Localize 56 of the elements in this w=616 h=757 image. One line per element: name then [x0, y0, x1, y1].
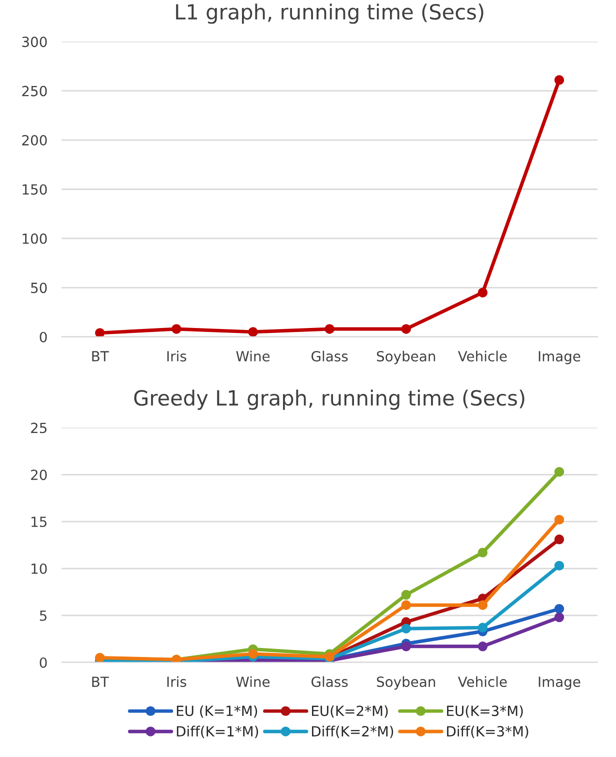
point: [478, 642, 488, 652]
y-tick-label: 5: [40, 610, 46, 621]
x-tick-label: Vehicle: [458, 350, 507, 362]
y-tick-label: 50: [31, 282, 47, 294]
x-tick-label: Vehicle: [458, 676, 507, 688]
legend-label: EU(K=2*M): [312, 705, 388, 718]
x-tick-label: Iris: [167, 350, 186, 362]
point: [401, 324, 411, 334]
legend-label: Diff(K=2*M): [312, 726, 394, 738]
point: [554, 604, 564, 614]
x-tick-label: Iris: [167, 676, 186, 688]
y-tick-label: 100: [22, 233, 47, 244]
x-tick-label: Wine: [236, 350, 270, 362]
point: [172, 324, 182, 334]
legend-label: EU (K=1*M): [176, 705, 258, 718]
point: [401, 624, 411, 634]
point: [324, 324, 334, 334]
y-tick-label: 200: [22, 135, 47, 146]
legend-label: Diff(K=3*M): [447, 726, 528, 738]
point: [478, 548, 488, 558]
y-tick-label: 10: [32, 563, 47, 574]
y-tick-label: 25: [31, 422, 46, 434]
point: [554, 560, 564, 571]
point: [554, 612, 564, 622]
x-tick-label: Image: [538, 351, 580, 364]
x-tick-label: Image: [538, 676, 580, 690]
chart-title: L1 graph, running time (Secs): [176, 4, 484, 24]
y-tick-label: 0: [40, 332, 47, 342]
point: [554, 75, 564, 85]
y-tick-label: 15: [32, 516, 46, 528]
point: [478, 288, 488, 298]
point: [478, 622, 488, 633]
x-tick-label: Glass: [312, 676, 348, 688]
point: [554, 514, 564, 525]
y-tick-label: 20: [31, 470, 47, 480]
x-tick-label: BT: [92, 351, 109, 362]
chart-title: Greedy L1 graph, running time (Secs): [134, 390, 524, 410]
point: [478, 600, 488, 610]
y-tick-label: 0: [40, 657, 47, 668]
point: [554, 466, 564, 477]
x-tick-label: BT: [92, 676, 109, 687]
x-tick-label: Glass: [312, 350, 348, 362]
point: [401, 590, 411, 600]
point: [248, 327, 258, 337]
y-tick-label: 250: [22, 86, 47, 96]
x-tick-label: Wine: [236, 676, 270, 688]
y-tick-label: 300: [22, 36, 47, 48]
x-tick-label: Soybean: [376, 350, 436, 364]
x-tick-label: Soybean: [376, 676, 436, 690]
point: [401, 642, 411, 652]
y-tick-label: 150: [22, 184, 47, 195]
point: [401, 600, 411, 610]
legend-label: Diff(K=1*M): [176, 726, 258, 738]
point: [95, 328, 105, 337]
point: [554, 534, 564, 544]
legend-label: EU(K=3*M): [447, 705, 523, 718]
